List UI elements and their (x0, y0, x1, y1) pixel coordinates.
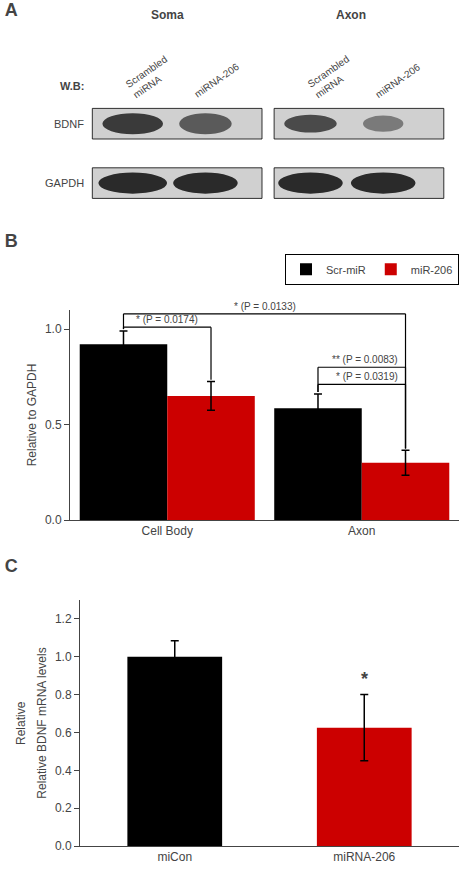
svg-text:miCon: miCon (157, 850, 192, 864)
svg-text:Relative to GAPDH: Relative to GAPDH (25, 364, 39, 467)
svg-text:0.5: 0.5 (45, 418, 62, 432)
svg-text:Relative BDNF mRNA levels: Relative BDNF mRNA levels (35, 647, 49, 798)
svg-text:GAPDH: GAPDH (45, 177, 84, 189)
svg-text:* (P = 0.0174): * (P = 0.0174) (136, 314, 198, 325)
svg-text:0.0: 0.0 (45, 513, 62, 527)
svg-text:BDNF: BDNF (54, 118, 84, 130)
svg-text:Cell Body: Cell Body (142, 524, 193, 538)
svg-text:0.0: 0.0 (55, 839, 72, 853)
svg-text:ScrambledmiRNA: ScrambledmiRNA (124, 53, 177, 100)
svg-text:** (P = 0.0083): ** (P = 0.0083) (332, 354, 398, 365)
svg-text:1.0: 1.0 (55, 650, 72, 664)
svg-text:W.B:: W.B: (60, 80, 84, 92)
svg-text:miRNA-206: miRNA-206 (373, 61, 422, 100)
svg-text:Relative: Relative (14, 701, 28, 745)
svg-text:1.2: 1.2 (55, 612, 72, 626)
svg-text:*: * (361, 669, 368, 689)
svg-text:* (P = 0.0133): * (P = 0.0133) (234, 301, 296, 312)
svg-text:Axon: Axon (348, 524, 375, 538)
svg-text:Axon: Axon (336, 8, 366, 22)
svg-text:ScrambledmiRNA: ScrambledmiRNA (306, 53, 359, 100)
svg-text:Scr-miR: Scr-miR (326, 264, 366, 276)
svg-text:miRNA-206: miRNA-206 (333, 850, 395, 864)
svg-text:B: B (5, 231, 18, 251)
svg-text:* (P = 0.0319): * (P = 0.0319) (336, 371, 398, 382)
svg-text:miRNA-206: miRNA-206 (192, 61, 241, 100)
svg-text:0.6: 0.6 (55, 726, 72, 740)
svg-text:0.2: 0.2 (55, 801, 72, 815)
svg-text:0.8: 0.8 (55, 688, 72, 702)
svg-text:0.4: 0.4 (55, 764, 72, 778)
svg-text:miR-206: miR-206 (411, 264, 453, 276)
svg-text:C: C (5, 556, 18, 576)
svg-text:A: A (5, 0, 18, 20)
svg-text:1.0: 1.0 (45, 322, 62, 336)
svg-text:Soma: Soma (151, 8, 184, 22)
